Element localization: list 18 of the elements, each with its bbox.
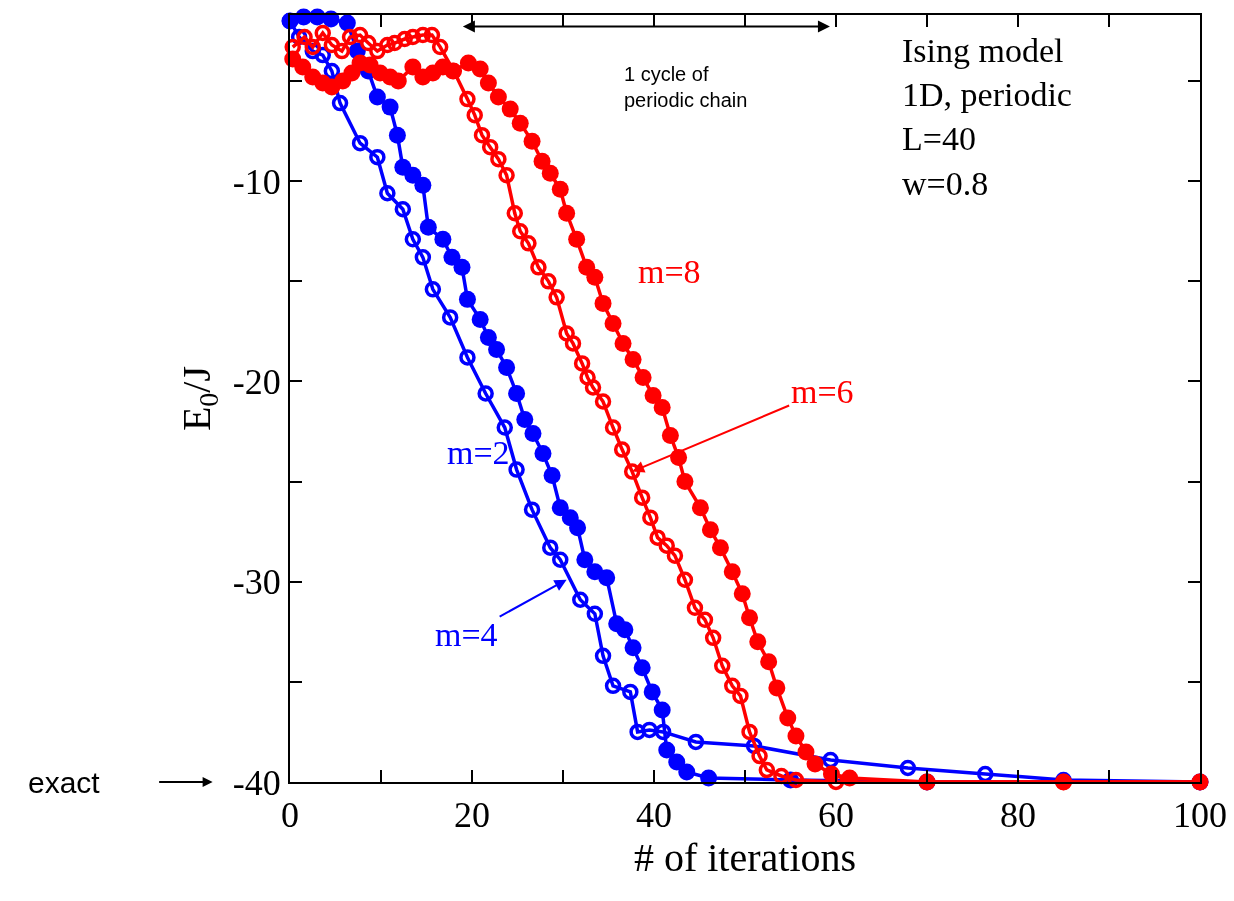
x-tick-label: 20 — [454, 795, 490, 836]
x-tick-label: 0 — [281, 795, 299, 836]
y-tick-label: -30 — [232, 562, 281, 603]
y-tick-label: -40 — [232, 762, 281, 803]
x-tick-label: 40 — [636, 795, 672, 836]
annotation: 1 cycle of periodic chain — [624, 63, 748, 111]
y-tick-label: -10 — [232, 161, 281, 202]
annotation: m=4 — [435, 616, 498, 653]
text: exact — [28, 766, 101, 799]
x-axis-title: # of iterations — [633, 835, 857, 881]
annotation: m=6 — [791, 373, 854, 410]
x-tick-label: 80 — [1000, 795, 1036, 836]
annotation: m=2 — [447, 434, 510, 471]
annotation: m=8 — [638, 253, 701, 290]
x-tick-label: 60 — [818, 795, 854, 836]
y-tick-label: -20 — [232, 362, 281, 403]
x-tick-label: 100 — [1173, 795, 1227, 836]
annotation: Ising model 1D, periodic L=40 w=0.8 — [902, 32, 1072, 202]
